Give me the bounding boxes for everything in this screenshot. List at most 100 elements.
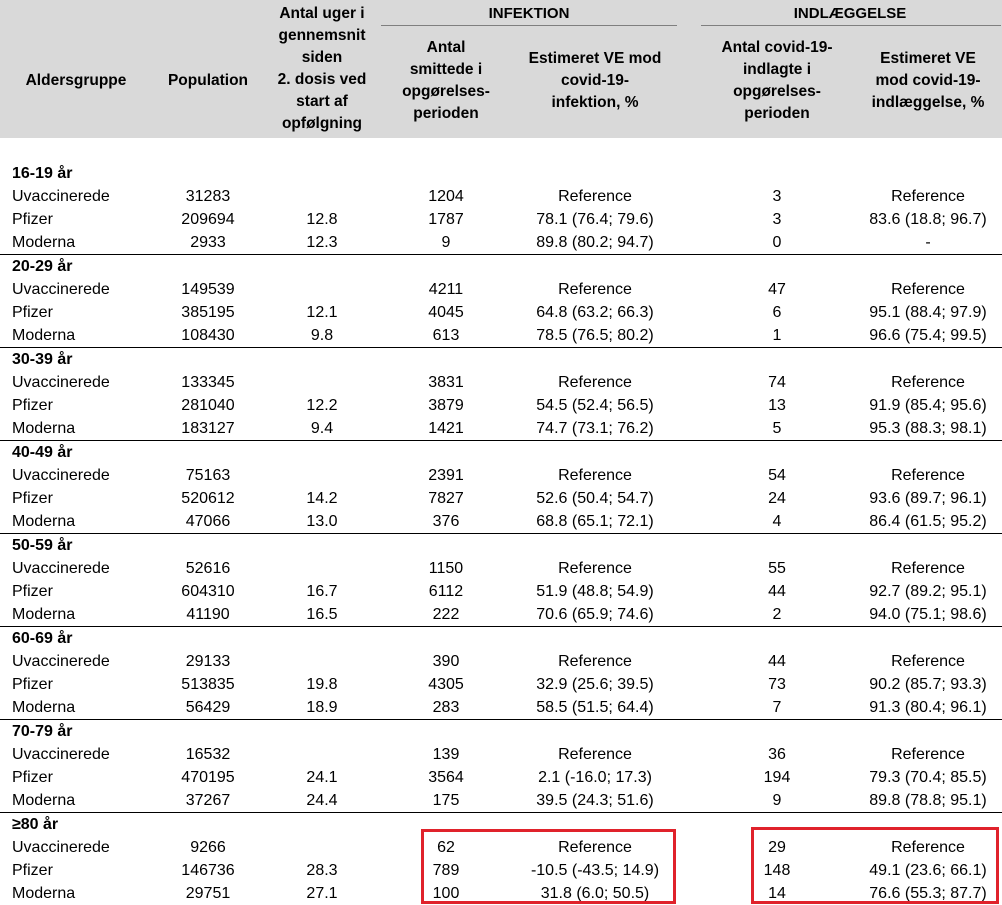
table-row: Pfizer 520612 14.2 7827 52.6 (50.4; 54.7) 24 9… — [0, 487, 1002, 510]
cell-hospital-ve: Reference — [891, 839, 965, 856]
cell-weeks: 12.8 — [306, 211, 338, 228]
cell-infection-count: 222 — [432, 606, 460, 623]
cell-group: Pfizer — [12, 862, 53, 879]
cell-hospital-count: 3 — [772, 188, 782, 205]
cell-population: 108430 — [181, 327, 235, 344]
cell-hospital-ve: 92.7 (89.2; 95.1) — [869, 583, 987, 600]
cell-infection-count: 3879 — [428, 397, 464, 414]
table-row: Uvaccinerede 31283 1204 Reference 3 Reference — [0, 185, 1002, 208]
group-hospital-rule — [701, 25, 1001, 26]
cell-population: 513835 — [181, 676, 235, 693]
group-separator — [0, 440, 1002, 441]
cell-group: Moderna — [12, 234, 76, 251]
cell-hospital-count: 47 — [768, 281, 786, 298]
cell-group: Uvaccinerede — [12, 653, 110, 670]
table-header: Aldersgruppe Population Antal uger i genn… — [0, 0, 1002, 138]
cell-group: Uvaccinerede — [12, 560, 110, 577]
cell-infection-ve: -10.5 (-43.5; 14.9) — [530, 862, 660, 879]
cell-hospital-ve: 94.0 (75.1; 98.6) — [869, 606, 987, 623]
cell-infection-count: 100 — [432, 885, 460, 902]
cell-hospital-count: 5 — [772, 420, 782, 437]
cell-hospital-ve: Reference — [891, 467, 965, 484]
table-row: Moderna 183127 9.4 1421 74.7 (73.1; 76.2) 5 95… — [0, 417, 1002, 440]
cell-population: 56429 — [185, 699, 231, 716]
cell-population: 47066 — [185, 513, 231, 530]
cell-hospital-ve: 95.1 (88.4; 97.9) — [869, 304, 987, 321]
age-group-row: 60-69 år — [0, 627, 1002, 650]
group-separator — [0, 533, 1002, 534]
cell-group: Pfizer — [12, 304, 53, 321]
cell-weeks: 12.3 — [306, 234, 338, 251]
cell-weeks — [264, 371, 380, 394]
cell-infection-ve: Reference — [558, 467, 632, 484]
cell-hospital-ve: 49.1 (23.6; 66.1) — [869, 862, 987, 879]
cell-hospital-ve: Reference — [891, 653, 965, 670]
cell-population: 209694 — [181, 211, 235, 228]
group-hospital: INDLÆGGELSE — [793, 5, 907, 22]
cell-group: Pfizer — [12, 676, 53, 693]
cell-hospital-count: 194 — [763, 769, 791, 786]
age-group-label: 40-49 år — [12, 444, 73, 461]
table-row: Uvaccinerede 16532 139 Reference 36 Reference — [0, 743, 1002, 766]
group-separator — [0, 347, 1002, 348]
table-row: Moderna 29751 27.1 100 31.8 (6.0; 50.5) 14 76.… — [0, 882, 1002, 905]
table-row: Moderna 47066 13.0 376 68.8 (65.1; 72.1) 4 86.… — [0, 510, 1002, 533]
age-group-row: 30-39 år — [0, 348, 1002, 371]
cell-infection-ve: Reference — [558, 746, 632, 763]
cell-hospital-ve: 95.3 (88.3; 98.1) — [869, 420, 987, 437]
separator-line — [0, 812, 1002, 813]
cell-hospital-ve: Reference — [891, 746, 965, 763]
highlight-box-infection — [421, 829, 676, 904]
cell-hospital-ve: 79.3 (70.4; 85.5) — [869, 769, 987, 786]
cell-population: 37267 — [185, 792, 231, 809]
cell-hospital-count: 24 — [768, 490, 786, 507]
cell-population: 470195 — [181, 769, 235, 786]
cell-hospital-ve: 89.8 (78.8; 95.1) — [869, 792, 987, 809]
cell-hospital-count: 74 — [768, 374, 786, 391]
cell-hospital-count: 6 — [772, 304, 782, 321]
group-infection-rule — [381, 25, 677, 26]
cell-hospital-count: 0 — [772, 234, 782, 251]
cell-group: Moderna — [12, 792, 76, 809]
cell-weeks: 14.2 — [306, 490, 338, 507]
cell-infection-ve: 78.1 (76.4; 79.6) — [536, 211, 654, 228]
cell-hospital-ve: 96.6 (75.4; 99.5) — [869, 327, 987, 344]
cell-hospital-count: 55 — [768, 560, 786, 577]
cell-weeks: 28.3 — [306, 862, 338, 879]
cell-population: 31283 — [185, 188, 231, 205]
cell-infection-ve: Reference — [558, 281, 632, 298]
cell-infection-ve: 78.5 (76.5; 80.2) — [536, 327, 654, 344]
age-group-row: 50-59 år — [0, 534, 1002, 557]
separator-line — [0, 440, 1002, 441]
age-group-label: ≥80 år — [12, 816, 59, 833]
header-hosp-ve: Estimeret VE mod covid-19- indlæggelse, % — [871, 50, 985, 111]
cell-infection-count: 1421 — [428, 420, 464, 437]
cell-hospital-count: 148 — [763, 862, 791, 879]
cell-infection-ve: 64.8 (63.2; 66.3) — [536, 304, 654, 321]
cell-weeks — [264, 743, 380, 766]
cell-population: 16532 — [185, 746, 231, 763]
cell-infection-count: 2391 — [428, 467, 464, 484]
table-row: Pfizer 604310 16.7 6112 51.9 (48.8; 54.9) 44 9… — [0, 580, 1002, 603]
cell-hospital-ve: 91.9 (85.4; 95.6) — [869, 397, 987, 414]
cell-infection-count: 139 — [432, 746, 460, 763]
separator-line — [0, 254, 1002, 255]
cell-hospital-ve: - — [925, 234, 931, 251]
cell-population: 52616 — [185, 560, 231, 577]
cell-infection-ve: 2.1 (-16.0; 17.3) — [538, 769, 652, 786]
cell-weeks — [264, 464, 380, 487]
cell-infection-count: 1150 — [428, 560, 464, 577]
age-group-label: 16-19 år — [12, 165, 73, 182]
cell-group: Pfizer — [12, 769, 53, 786]
cell-infection-ve: 32.9 (25.6; 39.5) — [536, 676, 654, 693]
separator-line — [0, 347, 1002, 348]
cell-population: 75163 — [185, 467, 231, 484]
cell-population: 604310 — [181, 583, 235, 600]
cell-weeks — [264, 650, 380, 673]
cell-weeks — [264, 278, 380, 301]
header-hosp-count: Antal covid-19- indlagte i opgørelses-per… — [721, 39, 833, 122]
separator-line — [0, 626, 1002, 627]
cell-infection-ve: Reference — [558, 653, 632, 670]
cell-population: 41190 — [186, 606, 230, 623]
cell-group: Moderna — [12, 513, 76, 530]
